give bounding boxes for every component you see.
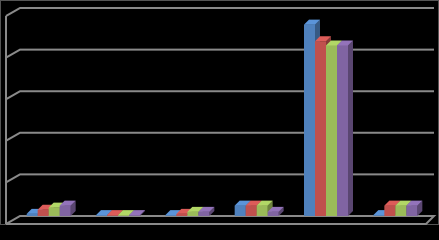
grid-line [5,215,437,225]
bar-front [165,215,177,216]
bar-top [267,206,284,212]
bar-front [256,205,268,216]
bar-top [118,210,134,216]
bar-top [315,36,331,42]
bar-top [304,19,320,25]
bar-front [96,215,107,216]
bar-top [245,200,262,206]
bar-front [373,215,385,216]
bar-front [129,215,140,216]
bar-front [234,205,246,216]
bar-front [337,45,348,216]
grid-line [5,90,434,101]
bar-top [198,206,215,212]
bar-front [315,41,326,216]
bar-top [326,40,342,46]
bar-front [107,215,118,216]
bar-top [107,210,123,216]
bar-top [337,40,353,46]
bar-side [348,40,353,216]
bar-side [278,206,284,216]
bar-top [129,210,145,216]
bar-front [48,207,60,216]
bar-front [384,205,396,216]
bar-side [70,200,76,216]
bar-front [198,211,210,216]
bar-front [37,209,49,216]
grid-line [5,173,434,184]
bar-front [395,205,407,216]
bar-top [59,200,76,206]
bar [59,200,76,216]
bar-top [406,200,423,206]
bar-front [187,211,199,216]
bar-top [187,206,204,212]
bar-side [209,206,215,216]
bar-front [176,213,188,216]
bar [406,200,423,216]
bar-top [234,200,251,206]
chart [0,0,439,225]
bar-top [395,200,412,206]
bar-front [267,211,279,216]
bar-front [118,215,129,216]
bar-side [417,200,423,216]
bar-side [140,210,145,216]
grid-line [5,131,434,142]
bar-front [59,205,71,216]
bar [129,210,145,216]
grid-line [5,48,434,59]
bar-front [304,24,315,216]
bar-top [256,200,273,206]
bar-top [384,200,401,206]
bar-front [245,205,257,216]
bar-front [26,213,38,216]
chart-frame [0,0,439,225]
bar-front [406,205,418,216]
grid-line [5,7,434,17]
bar [267,206,284,216]
bar-top [96,210,112,216]
bar [337,40,353,216]
bar-front [326,45,337,216]
bar [198,206,215,216]
